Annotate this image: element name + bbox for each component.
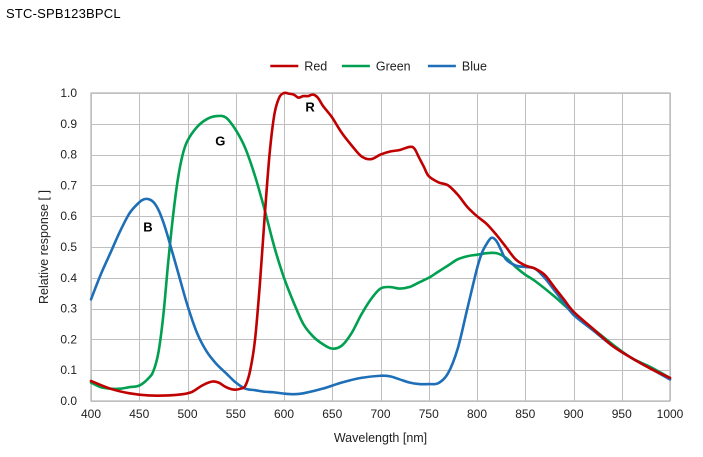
y-tick-label: 0.3 [60,302,77,316]
legend: Red Green Blue [270,60,487,74]
legend-item-green: Green [341,60,411,74]
legend-label: Blue [462,60,487,74]
x-tick-label: 800 [467,407,487,421]
y-tick-label: 0.9 [60,117,77,131]
x-tick-label: 900 [563,407,583,421]
x-tick-label: 650 [322,407,342,421]
annotation-b: B [143,220,152,235]
x-tick-label: 850 [515,407,535,421]
legend-label: Green [376,60,411,74]
y-tick-label: 0.6 [60,209,77,223]
x-tick-label: 750 [419,407,439,421]
series-line-red [89,91,672,397]
x-tick-label: 1000 [657,407,684,421]
legend-item-blue: Blue [427,60,487,74]
series-group [89,91,672,397]
y-axis-ticks: 0.0 0.1 0.2 0.3 0.4 0.5 0.6 0.7 0.8 0.9 1.0 [60,86,77,408]
y-tick-label: 1.0 [60,86,77,100]
legend-label: Red [304,60,327,74]
annotation-g: G [215,133,225,148]
x-tick-label: 700 [370,407,390,421]
x-tick-label: 450 [129,407,149,421]
y-tick-label: 0.7 [60,178,77,192]
y-tick-label: 0.8 [60,148,77,162]
y-tick-label: 0.4 [60,271,77,285]
x-tick-label: 500 [177,407,197,421]
annotation-r: R [305,99,315,114]
annotations: R G B [143,99,315,234]
x-tick-label: 400 [81,407,101,421]
y-tick-label: 0.5 [60,240,77,254]
x-axis-ticks: 400 450 500 550 600 650 700 750 800 850 900 950 1000 [81,407,684,421]
y-axis-label: Relative response [ ] [37,190,51,304]
y-tick-label: 0.2 [60,332,77,346]
y-tick-label: 0.0 [60,394,77,408]
x-tick-label: 950 [612,407,632,421]
page-title: STC-SPB123BPCL [6,6,121,21]
legend-item-red: Red [270,60,327,74]
x-axis-label: Wavelength [nm] [334,431,427,445]
x-tick-label: 550 [226,407,246,421]
y-tick-label: 0.1 [60,363,77,377]
x-tick-label: 600 [274,407,294,421]
grid [91,93,671,402]
